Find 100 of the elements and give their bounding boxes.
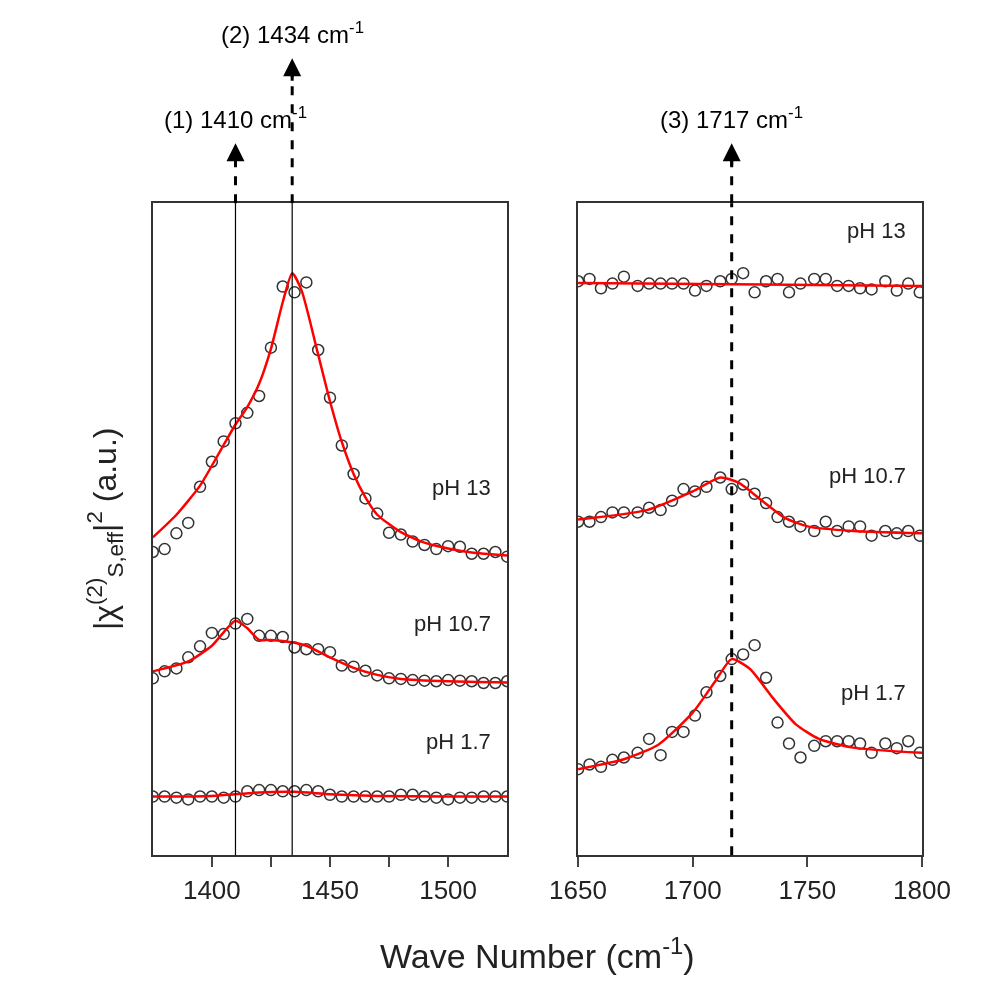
point bbox=[418, 674, 431, 687]
point bbox=[759, 496, 773, 510]
x-tick-label: 1450 bbox=[301, 874, 359, 905]
point bbox=[677, 482, 690, 496]
point bbox=[205, 790, 219, 803]
ref-line-label: (2) 1434 cm$^{-1}$ bbox=[221, 18, 364, 49]
point bbox=[241, 406, 254, 420]
point bbox=[430, 674, 443, 688]
point bbox=[902, 277, 915, 290]
point bbox=[170, 791, 183, 804]
point bbox=[158, 790, 171, 803]
point bbox=[853, 282, 867, 295]
x-tick-label: 1650 bbox=[549, 874, 607, 905]
point bbox=[441, 673, 455, 687]
point bbox=[205, 626, 219, 640]
point bbox=[359, 492, 372, 505]
point bbox=[477, 790, 490, 803]
point bbox=[819, 515, 832, 528]
point bbox=[688, 709, 702, 722]
point bbox=[288, 641, 301, 654]
point bbox=[865, 746, 878, 760]
point bbox=[631, 746, 644, 760]
point bbox=[771, 510, 784, 524]
point bbox=[158, 542, 171, 556]
point bbox=[879, 737, 892, 750]
point bbox=[782, 286, 796, 299]
point bbox=[489, 790, 502, 803]
point bbox=[890, 741, 904, 755]
point bbox=[736, 266, 750, 280]
point bbox=[642, 501, 656, 514]
point bbox=[830, 524, 844, 538]
point bbox=[288, 286, 301, 299]
point bbox=[677, 725, 690, 739]
point bbox=[217, 791, 230, 804]
point bbox=[688, 284, 702, 297]
point bbox=[288, 785, 301, 798]
point bbox=[842, 520, 855, 533]
point bbox=[713, 471, 727, 484]
point bbox=[276, 785, 289, 798]
point bbox=[842, 734, 855, 748]
point bbox=[264, 629, 278, 643]
point bbox=[430, 791, 443, 804]
point bbox=[193, 480, 207, 494]
point bbox=[617, 751, 631, 764]
point bbox=[217, 627, 230, 641]
point bbox=[311, 642, 325, 656]
point bbox=[606, 277, 619, 290]
point bbox=[794, 751, 807, 764]
x-tick-label: 1800 bbox=[893, 874, 951, 905]
point bbox=[748, 286, 761, 299]
series-label: pH 10.7 bbox=[829, 463, 907, 488]
point bbox=[583, 515, 596, 528]
point bbox=[406, 673, 419, 687]
point bbox=[453, 540, 467, 554]
point bbox=[323, 788, 337, 802]
series-label: pH 1.7 bbox=[841, 680, 906, 705]
point bbox=[229, 417, 242, 430]
point bbox=[771, 272, 784, 286]
point bbox=[382, 526, 396, 540]
point bbox=[441, 539, 455, 553]
point bbox=[700, 480, 713, 494]
point bbox=[700, 279, 713, 293]
point bbox=[252, 783, 266, 797]
point bbox=[725, 652, 738, 666]
point bbox=[394, 672, 408, 686]
point bbox=[771, 716, 784, 729]
point bbox=[853, 520, 867, 533]
point bbox=[394, 528, 408, 541]
point bbox=[665, 494, 679, 508]
point bbox=[748, 487, 761, 501]
point bbox=[465, 791, 478, 804]
point bbox=[347, 467, 360, 481]
point bbox=[453, 791, 467, 804]
point bbox=[347, 660, 360, 673]
point bbox=[665, 725, 679, 739]
point bbox=[700, 686, 713, 699]
point bbox=[453, 674, 467, 687]
point bbox=[252, 389, 266, 403]
point bbox=[865, 283, 878, 296]
x-tick-label: 1400 bbox=[182, 874, 241, 905]
point bbox=[418, 538, 431, 552]
ref-line-label: (1) 1410 cm$^{-1}$ bbox=[164, 103, 307, 134]
point bbox=[879, 524, 892, 538]
point bbox=[794, 277, 807, 290]
point bbox=[489, 676, 502, 690]
point bbox=[853, 737, 867, 750]
point bbox=[406, 788, 419, 802]
point bbox=[606, 753, 619, 767]
point bbox=[477, 676, 490, 690]
point bbox=[229, 790, 242, 803]
point bbox=[430, 542, 443, 556]
point bbox=[782, 737, 796, 750]
point bbox=[370, 790, 384, 803]
point bbox=[241, 612, 254, 626]
point bbox=[782, 515, 796, 528]
point bbox=[594, 510, 608, 524]
point bbox=[713, 275, 727, 288]
point bbox=[665, 277, 679, 290]
point bbox=[170, 662, 183, 675]
ref-line-label: (3) 1717 cm$^{-1}$ bbox=[660, 103, 803, 134]
